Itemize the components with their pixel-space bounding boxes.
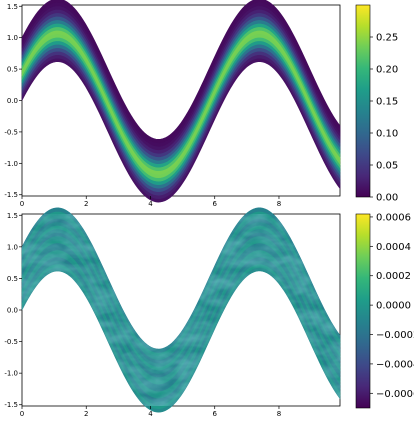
y-tick-label: 1.0 <box>7 243 18 251</box>
x-tick-label: 8 <box>277 410 281 418</box>
top-band-strip <box>21 0 341 144</box>
colorbar-tick-label: 0.15 <box>376 97 398 108</box>
colorbar-tick-label: 0.25 <box>376 33 398 44</box>
x-tick-label: 0 <box>20 200 24 208</box>
bottom-colorbar <box>355 213 371 409</box>
y-tick-label: 1.5 <box>7 212 18 220</box>
colorbar-tick-label: 0.0000 <box>376 301 411 312</box>
colorbar-tick-label: −0.0006 <box>376 389 414 400</box>
x-tick-label: 8 <box>277 200 281 208</box>
colorbar-tick-label: 0.10 <box>376 129 398 140</box>
y-tick-label: -1.5 <box>4 401 18 409</box>
y-tick-label: -0.5 <box>4 128 18 136</box>
bottom-x-ticks: 0 2 4 6 8 <box>20 406 281 418</box>
colorbar-tick-label: 0.00 <box>376 193 398 204</box>
x-tick-label: 6 <box>212 410 217 418</box>
x-tick-label: 0 <box>20 410 24 418</box>
y-tick-label: 0.0 <box>7 97 18 105</box>
y-tick-label: 0.5 <box>7 275 18 283</box>
bottom-y-ticks: -1.5 -1.0 -0.5 0.0 0.5 1.0 1.5 <box>4 212 22 409</box>
top-colorbar-ticks: 0.00 0.05 0.10 0.15 0.20 0.25 <box>370 33 398 204</box>
bottom-colorbar-ticks: 0.0006 0.0004 0.0002 0.0000 −0.0002 −0.0004 −0… <box>370 212 414 400</box>
y-tick-label: 1.5 <box>7 3 18 11</box>
colorbar-tick-label: 0.05 <box>376 161 398 172</box>
x-tick-label: 6 <box>212 200 217 208</box>
y-tick-label: -1.5 <box>4 191 18 199</box>
colorbar-tick-label: −0.0004 <box>376 359 414 370</box>
y-tick-label: -1.0 <box>4 370 18 378</box>
x-tick-label: 2 <box>84 410 88 418</box>
x-tick-label: 4 <box>148 200 153 208</box>
top-colorbar <box>355 4 371 198</box>
colorbar-tick-label: 0.0002 <box>376 271 411 282</box>
y-tick-label: 1.0 <box>7 34 18 42</box>
top-y-ticks: -1.5 -1.0 -0.5 0.0 0.5 1.0 1.5 <box>4 3 22 199</box>
x-tick-label: 2 <box>84 200 88 208</box>
y-tick-label: 0.5 <box>7 66 18 74</box>
colorbar-tick-label: 0.0006 <box>376 212 411 223</box>
y-tick-label: -1.0 <box>4 160 18 168</box>
colorbar-tick-label: 0.20 <box>376 65 398 76</box>
colorbar-tick-label: −0.0002 <box>376 330 414 341</box>
y-tick-label: -0.5 <box>4 338 18 346</box>
top-x-ticks: 0 2 4 6 8 <box>20 196 281 208</box>
y-tick-label: 0.0 <box>7 307 18 315</box>
colorbar-tick-label: 0.0004 <box>376 242 411 253</box>
x-tick-label: 4 <box>148 410 153 418</box>
top-band-field <box>21 0 341 203</box>
